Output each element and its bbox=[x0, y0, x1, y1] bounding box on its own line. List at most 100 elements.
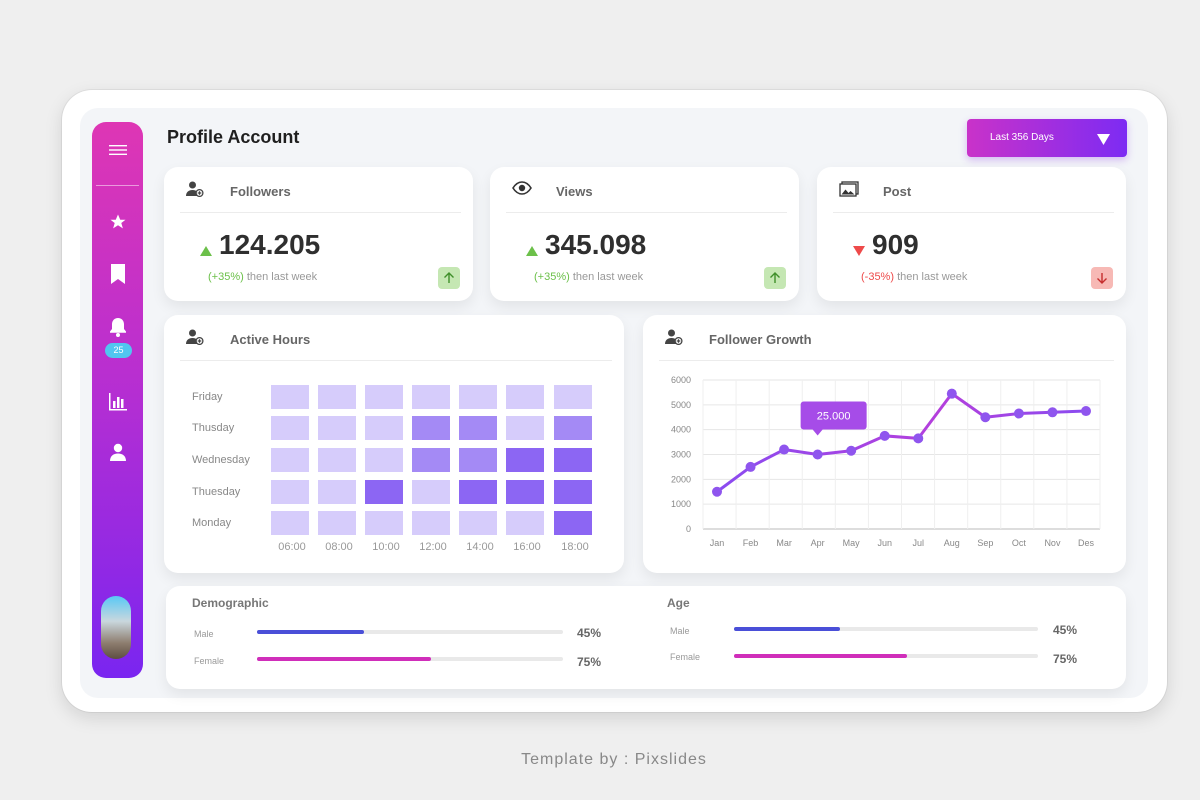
star-icon[interactable] bbox=[92, 210, 143, 234]
menu-icon[interactable] bbox=[92, 138, 143, 162]
heatmap-col-label: 06:00 bbox=[278, 541, 306, 553]
heatmap-cell bbox=[412, 448, 450, 472]
heatmap-cell bbox=[459, 416, 497, 440]
heatmap-cell bbox=[459, 448, 497, 472]
heatmap-cell bbox=[554, 448, 592, 472]
heatmap-cell bbox=[506, 511, 544, 535]
follower-growth-chart: 0 1000 2000 3000 4000 5000 6000 Jan Feb Mar Apr May… bbox=[671, 375, 1101, 548]
x-tick-label: Aug bbox=[944, 538, 960, 548]
heatmap-cell bbox=[554, 385, 592, 409]
series-line bbox=[716, 392, 1087, 493]
data-point bbox=[779, 444, 790, 455]
post-card: Post 909 (-35%) then last week bbox=[817, 167, 1126, 301]
active-hours-card: Active Hours Friday Thusday Wednesday Thues… bbox=[164, 315, 624, 573]
tooltip-pointer bbox=[812, 429, 823, 436]
heatmap-cell bbox=[412, 480, 450, 504]
heatmap-cell bbox=[554, 416, 592, 440]
data-point bbox=[712, 486, 722, 497]
y-tick-label: 1000 bbox=[671, 499, 691, 509]
y-tick-label: 3000 bbox=[671, 450, 691, 460]
tooltip-box bbox=[800, 401, 867, 430]
sidebar: 25 bbox=[92, 122, 143, 678]
date-range-label: Last 356 Days bbox=[990, 132, 1054, 143]
stat-value: 909 bbox=[872, 229, 919, 260]
heatmap-cell bbox=[506, 480, 544, 504]
stat-change-line: (+35%) then last week bbox=[208, 271, 318, 283]
user-add-icon bbox=[186, 181, 206, 199]
data-point bbox=[745, 461, 756, 472]
heatmap-cell bbox=[271, 480, 309, 504]
followers-card: Followers 124.205 (+35%) then last week bbox=[164, 167, 473, 301]
heatmap-cell bbox=[271, 416, 309, 440]
x-tick-label: Nov bbox=[1044, 538, 1061, 548]
footer-credit: Template by : Pixslides bbox=[521, 751, 707, 768]
heatmap-cell bbox=[271, 385, 309, 409]
y-tick-label: 6000 bbox=[671, 375, 691, 385]
arrow-up-icon bbox=[438, 267, 460, 289]
data-point bbox=[980, 412, 991, 423]
x-tick-label: May bbox=[843, 538, 861, 548]
data-point bbox=[846, 445, 857, 456]
heatmap-col-label: 14:00 bbox=[466, 541, 494, 553]
views-card: Views 345.098 (+35%) then last week bbox=[490, 167, 799, 301]
eye-icon bbox=[512, 181, 532, 199]
stat-change-line: (+35%) then last week bbox=[534, 271, 644, 283]
demographic-female-bar bbox=[257, 657, 563, 661]
x-tick-label: Jun bbox=[877, 538, 892, 548]
demographic-male-fill bbox=[257, 630, 365, 634]
heatmap-row-label: Thuesday bbox=[192, 486, 241, 498]
user-add-icon bbox=[186, 329, 206, 347]
demographic-title: Demographic bbox=[192, 596, 269, 610]
heatmap-row-label: Friday bbox=[192, 391, 223, 403]
heatmap-cell bbox=[506, 416, 544, 440]
age-female-label: Female bbox=[670, 652, 701, 662]
demographic-female-label: Female bbox=[194, 656, 225, 666]
data-point bbox=[913, 433, 924, 444]
age-title: Age bbox=[667, 596, 690, 610]
card-title: Views bbox=[556, 184, 593, 199]
age-male-bar bbox=[734, 627, 1038, 631]
card-title: Follower Growth bbox=[709, 332, 812, 347]
heatmap-cell bbox=[554, 480, 592, 504]
notification-badge: 25 bbox=[105, 343, 132, 358]
demographic-male-label: Male bbox=[194, 629, 214, 639]
sidebar-divider bbox=[96, 185, 139, 186]
card-title: Active Hours bbox=[230, 332, 311, 347]
heatmap-col-label: 08:00 bbox=[325, 541, 353, 553]
heatmap-cell bbox=[506, 385, 544, 409]
data-point bbox=[879, 430, 890, 441]
triangle-up-icon bbox=[526, 243, 538, 261]
bar-chart-icon[interactable] bbox=[92, 390, 143, 414]
heatmap-cell bbox=[412, 385, 450, 409]
heatmap-cell bbox=[365, 448, 403, 472]
heatmap-cell bbox=[554, 511, 592, 535]
triangle-down-icon bbox=[853, 243, 865, 261]
heatmap-cell bbox=[318, 511, 356, 535]
user-icon[interactable] bbox=[92, 440, 143, 464]
data-point bbox=[1013, 408, 1024, 419]
bookmark-icon[interactable] bbox=[92, 262, 143, 286]
age-male-fill bbox=[734, 627, 841, 631]
stat-change-line: (-35%) then last week bbox=[861, 271, 968, 283]
heatmap-cell bbox=[365, 511, 403, 535]
heatmap-row-label: Wednesday bbox=[192, 454, 250, 466]
heatmap-cell bbox=[412, 416, 450, 440]
heatmap-cell bbox=[271, 511, 309, 535]
date-range-dropdown[interactable]: Last 356 Days bbox=[967, 119, 1127, 157]
page-title: Profile Account bbox=[167, 127, 300, 147]
stat-value: 124.205 bbox=[219, 229, 321, 260]
card-title: Followers bbox=[230, 184, 291, 199]
x-tick-label: Apr bbox=[811, 538, 825, 548]
age-female-pct: 75% bbox=[1053, 652, 1078, 666]
data-point bbox=[1081, 406, 1091, 417]
bell-icon[interactable] bbox=[92, 315, 143, 339]
age-male-label: Male bbox=[670, 626, 690, 636]
y-tick-label: 2000 bbox=[671, 474, 691, 484]
heatmap-cell bbox=[318, 480, 356, 504]
heatmap-col-label: 18:00 bbox=[561, 541, 589, 553]
x-tick-label: Sep bbox=[977, 538, 993, 548]
heatmap-cell bbox=[412, 511, 450, 535]
y-tick-label: 5000 bbox=[671, 400, 691, 410]
heatmap-cell bbox=[365, 416, 403, 440]
avatar[interactable] bbox=[101, 596, 131, 659]
